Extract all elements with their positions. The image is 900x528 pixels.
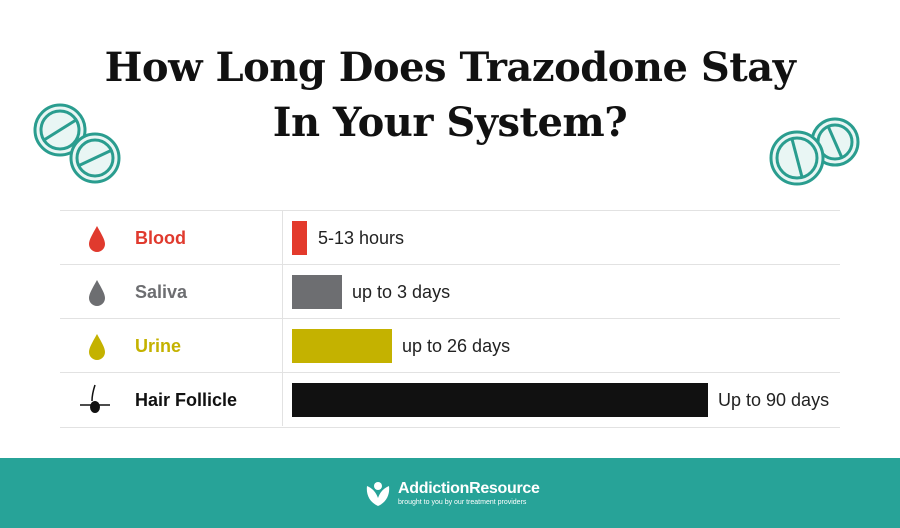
row-label: Urine — [135, 336, 182, 356]
title-line: How Long Does Trazodone Stay — [104, 44, 796, 91]
duration: up to 3 days — [352, 282, 451, 302]
table-row: Hair Follicle Up to 90 days — [60, 372, 840, 428]
duration: Up to 90 days — [718, 390, 830, 410]
urine-icon — [89, 334, 105, 360]
bar — [292, 383, 708, 417]
brand: AddictionResource — [398, 480, 540, 497]
blood-icon — [89, 226, 105, 252]
duration: up to 26 days — [402, 336, 511, 356]
bar — [292, 329, 392, 363]
footer: AddictionResource brought to you by our … — [0, 458, 900, 528]
saliva-icon — [89, 280, 105, 306]
duration: 5-13 hours — [318, 228, 405, 248]
row-label: Blood — [135, 228, 186, 248]
bar — [292, 275, 342, 309]
row-label: Hair Follicle — [135, 390, 238, 410]
pill-decorations — [33, 103, 860, 186]
table-row: Urine up to 26 days — [60, 318, 840, 373]
logo-icon — [366, 482, 390, 506]
column-divider — [282, 210, 283, 426]
row-label: Saliva — [135, 282, 188, 302]
table-row: Blood 5-13 hours — [60, 210, 840, 265]
bar — [292, 221, 307, 255]
table-row: Saliva up to 3 days — [60, 264, 840, 319]
tagline: brought to you by our treatment provider… — [398, 499, 527, 506]
hair-icon — [80, 384, 110, 413]
title-line: In Your System? — [272, 99, 628, 146]
